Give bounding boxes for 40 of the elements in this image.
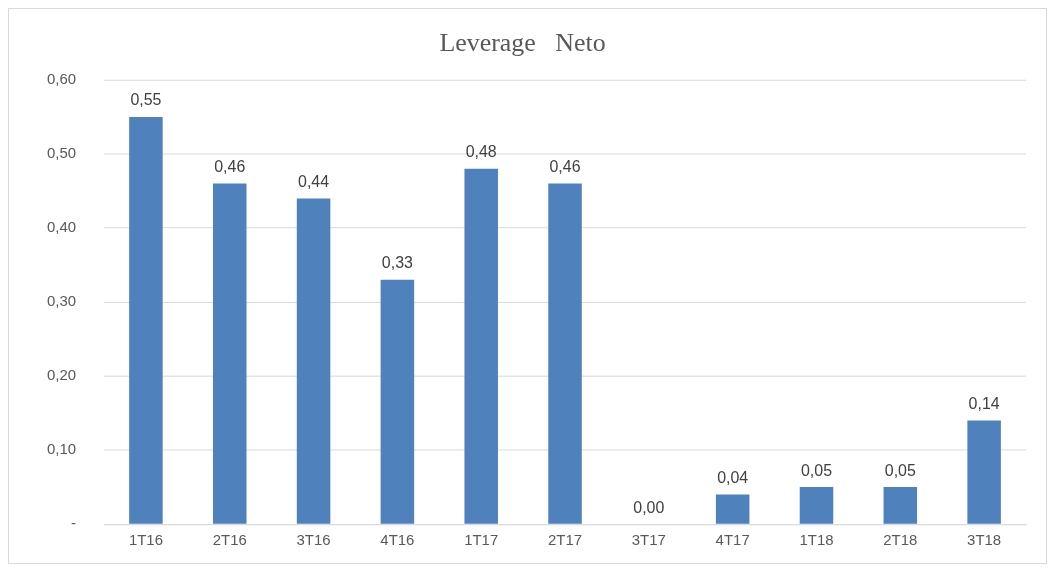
bar <box>883 487 918 524</box>
y-tick-label: 0,30 <box>46 292 77 310</box>
data-label: 0,05 <box>800 461 833 479</box>
data-label: 0,33 <box>381 254 414 272</box>
x-tick-label: 2T18 <box>883 531 918 549</box>
x-tick-label: 4T17 <box>715 531 750 549</box>
y-tick-label: 0,50 <box>46 144 77 162</box>
data-label: 0,14 <box>968 394 1000 412</box>
y-tick-label: 0,40 <box>46 218 77 236</box>
data-label: 0,04 <box>717 468 749 486</box>
bar <box>967 420 1001 524</box>
x-tick-label: 1T18 <box>799 531 834 549</box>
data-label: 0,55 <box>130 91 162 109</box>
data-label: 0,48 <box>465 143 497 161</box>
x-tick-label: 3T18 <box>967 531 1002 549</box>
data-label: 0,46 <box>549 158 581 176</box>
y-tick-label: 0,10 <box>46 440 77 458</box>
data-label: 0,05 <box>884 461 916 479</box>
x-tick-label: 2T17 <box>547 531 583 549</box>
data-label: 0,44 <box>298 172 330 190</box>
x-tick-label: 3T17 <box>631 531 666 549</box>
data-label: 0,46 <box>214 158 246 176</box>
bar <box>129 116 163 524</box>
bar <box>548 183 582 524</box>
y-tick-label: - <box>71 514 77 532</box>
x-tick-label: 2T16 <box>212 531 247 549</box>
bar <box>799 487 834 524</box>
y-tick-label: 0,60 <box>46 70 77 88</box>
bar <box>715 494 750 524</box>
bar <box>464 168 498 524</box>
x-tick-label: 1T17 <box>464 531 499 549</box>
chart-title: Leverage Neto <box>439 28 606 58</box>
bar <box>296 198 331 524</box>
bar <box>380 279 415 524</box>
data-label: 0,00 <box>633 498 665 516</box>
y-tick-label: 0,20 <box>46 366 77 384</box>
x-tick-label: 3T16 <box>296 531 331 549</box>
x-tick-label: 1T16 <box>128 531 163 549</box>
x-tick-label: 4T16 <box>380 531 415 549</box>
bar <box>212 183 247 524</box>
